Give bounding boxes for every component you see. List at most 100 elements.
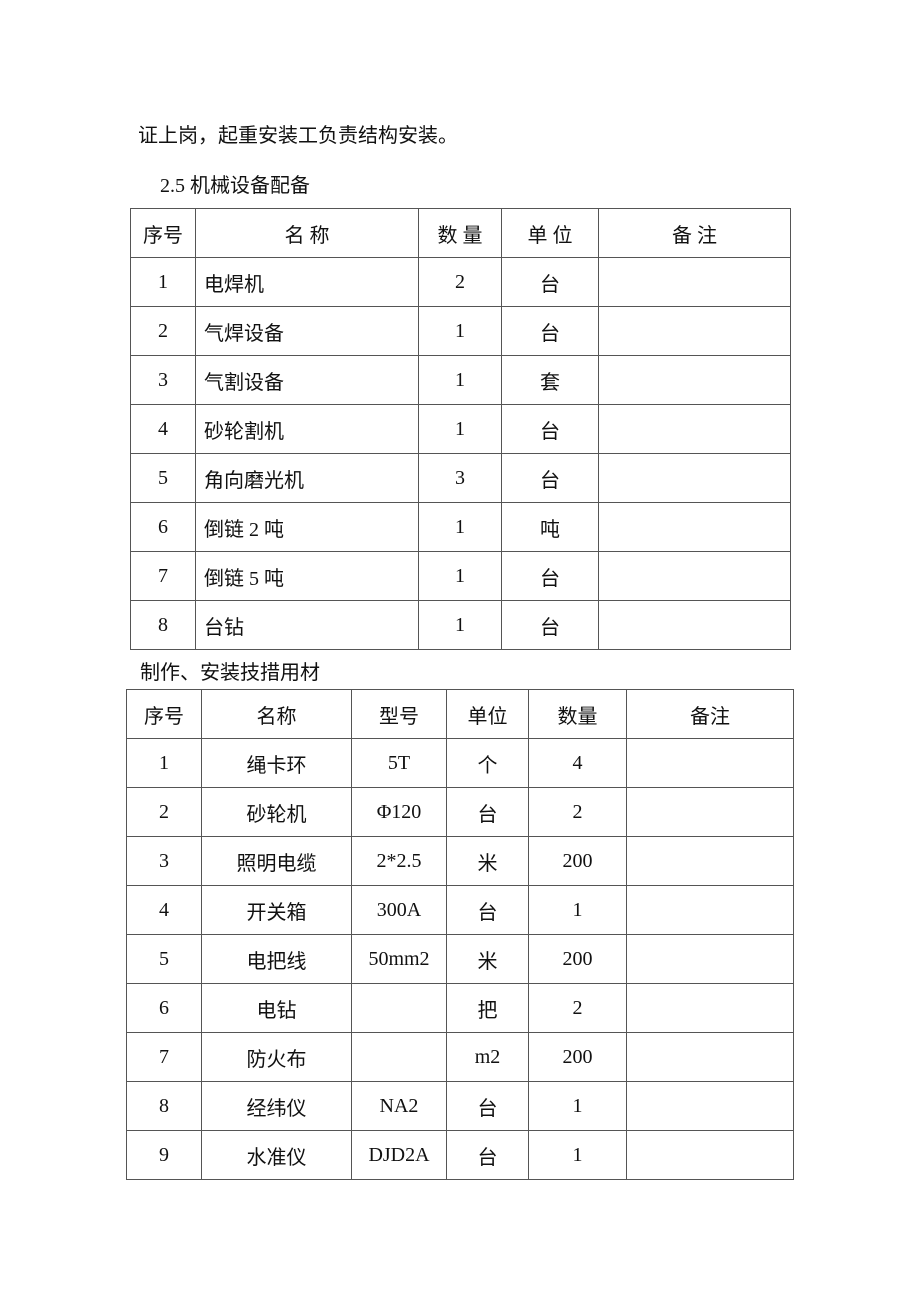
table-row: 9 水准仪 DJD2A 台 1 [126,1130,794,1180]
table-cell: 米 [446,836,529,886]
table-cell: 200 [528,836,627,886]
table-cell: 2 [528,787,627,837]
table-cell: 套 [501,355,599,405]
table-cell: 电把线 [201,934,352,984]
table-cell: 台 [446,787,529,837]
table-cell: 1 [418,355,502,405]
table-cell: 1 [418,551,502,601]
table-cell: 2 [528,983,627,1033]
table-cell: 倒链 5 吨 [195,551,419,601]
table-cell: 电钻 [201,983,352,1033]
table-cell: 水准仪 [201,1130,352,1180]
materials-table: 序号 名称 型号 单位 数量 备注 1 绳卡环 5T 个 4 2 砂轮机 Φ120 台 2 3 照明电缆 2*2.5… [126,689,794,1180]
table-cell: 台 [446,1130,529,1180]
table-cell [598,502,791,552]
table-row: 1 绳卡环 5T 个 4 [126,738,794,788]
table-row: 2 砂轮机 Φ120 台 2 [126,787,794,837]
header-cell: 名 称 [195,208,419,258]
table-cell: 1 [126,738,202,788]
table-row: 5 电把线 50mm2 米 200 [126,934,794,984]
header-cell: 备注 [626,689,794,739]
table-cell: 9 [126,1130,202,1180]
table-row: 8 经纬仪 NA2 台 1 [126,1081,794,1131]
table-cell [626,983,794,1033]
table-cell: 气割设备 [195,355,419,405]
table-cell: 1 [418,600,502,650]
table-cell: 台 [446,1081,529,1131]
table-cell: 4 [130,404,196,454]
table-row: 3 气割设备 1 套 [130,355,791,405]
table-cell: 2 [418,257,502,307]
header-cell: 单位 [446,689,529,739]
header-cell: 数 量 [418,208,502,258]
table-cell: 台 [501,257,599,307]
table-cell: DJD2A [351,1130,447,1180]
section2-heading: 制作、安装技措用材 [140,662,320,684]
table-cell: 2 [130,306,196,356]
table-cell: 4 [126,885,202,935]
table-cell [626,1081,794,1131]
table-cell: 3 [126,836,202,886]
table-cell: 8 [130,600,196,650]
table-cell [351,1032,447,1082]
table-header-row: 序号 名称 型号 单位 数量 备注 [126,689,794,739]
header-cell: 数量 [528,689,627,739]
table-cell: 1 [528,1130,627,1180]
table-cell: 绳卡环 [201,738,352,788]
table-cell: 气焊设备 [195,306,419,356]
table-cell: 1 [528,1081,627,1131]
table-cell: 倒链 2 吨 [195,502,419,552]
table-cell [598,404,791,454]
table-cell: 50mm2 [351,934,447,984]
table-cell: 照明电缆 [201,836,352,886]
table-cell: 5 [130,453,196,503]
table-cell: 200 [528,934,627,984]
header-cell: 序号 [126,689,202,739]
table-cell: 8 [126,1081,202,1131]
table-row: 5 角向磨光机 3 台 [130,453,791,503]
table-cell: Φ120 [351,787,447,837]
table-cell: 3 [130,355,196,405]
table-cell: 6 [130,502,196,552]
table-cell: 1 [418,502,502,552]
table-cell: 5 [126,934,202,984]
table-cell: 7 [130,551,196,601]
table-row: 3 照明电缆 2*2.5 米 200 [126,836,794,886]
table-cell: 7 [126,1032,202,1082]
section1-heading: 2.5 机械设备配备 [160,175,310,197]
table-row: 1 电焊机 2 台 [130,257,791,307]
table-cell: 2 [126,787,202,837]
table-cell: 1 [418,404,502,454]
table-cell: 5T [351,738,447,788]
table-cell: 经纬仪 [201,1081,352,1131]
table-cell: 1 [418,306,502,356]
header-cell: 名称 [201,689,352,739]
table-row: 7 防火布 m2 200 [126,1032,794,1082]
table-cell [351,983,447,1033]
table-cell [626,885,794,935]
table-cell: 台 [501,306,599,356]
table-row: 6 电钻 把 2 [126,983,794,1033]
table-cell: 300A [351,885,447,935]
table-cell: 防火布 [201,1032,352,1082]
table-cell [626,1130,794,1180]
table-cell: 2*2.5 [351,836,447,886]
table-cell: 3 [418,453,502,503]
table-row: 4 砂轮割机 1 台 [130,404,791,454]
table-cell: 砂轮割机 [195,404,419,454]
table-cell: 把 [446,983,529,1033]
table-cell [598,600,791,650]
table-row: 2 气焊设备 1 台 [130,306,791,356]
table-header-row: 序号名 称数 量单 位备 注 [130,208,791,258]
table-cell: 4 [528,738,627,788]
table-cell [626,1032,794,1082]
header-cell: 单 位 [501,208,599,258]
header-cell: 备 注 [598,208,791,258]
table-cell: 1 [528,885,627,935]
table-cell [598,306,791,356]
table-cell: 台 [446,885,529,935]
table-cell [626,787,794,837]
table-cell: 个 [446,738,529,788]
